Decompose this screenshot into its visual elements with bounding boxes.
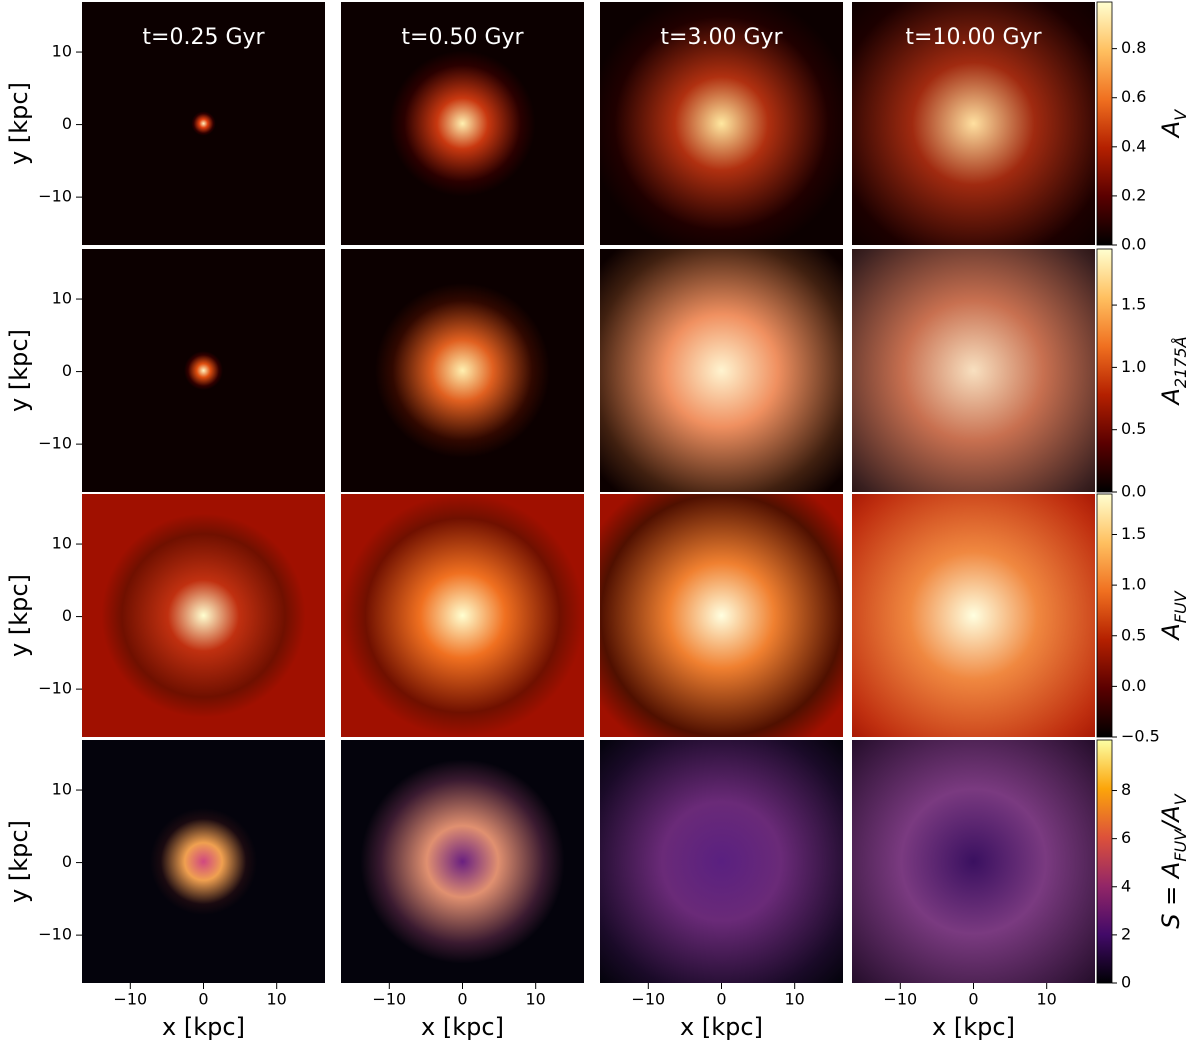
galaxy-image bbox=[852, 249, 1095, 492]
x-tick-label: 0 bbox=[968, 990, 978, 1009]
x-tick-label: 10 bbox=[526, 990, 546, 1009]
galaxy-image bbox=[82, 2, 325, 245]
panel-title: t=0.50 Gyr bbox=[401, 25, 524, 50]
colorbar-tick-label: 0.2 bbox=[1121, 185, 1146, 204]
colorbar-tick-label: 4 bbox=[1121, 876, 1131, 895]
galaxy-image bbox=[341, 2, 584, 245]
y-axis-label: y [kpc] bbox=[5, 574, 33, 657]
x-tick-label: −10 bbox=[883, 990, 917, 1009]
galaxy-image bbox=[82, 494, 325, 737]
x-tick-label: 10 bbox=[785, 990, 805, 1009]
colorbar-tick-label: 1.5 bbox=[1121, 295, 1146, 314]
colorbar-tick-label: 1.0 bbox=[1121, 357, 1146, 376]
colorbar-tick-label: 0.8 bbox=[1121, 38, 1146, 57]
x-axis-label: x [kpc] bbox=[421, 1013, 504, 1041]
colorbar-label: AFUV bbox=[1157, 590, 1190, 641]
colorbar-tick-label: 0.0 bbox=[1121, 482, 1146, 501]
y-tick-label: −10 bbox=[38, 925, 72, 944]
y-tick-label: −10 bbox=[38, 679, 72, 698]
label-text: A bbox=[1157, 623, 1185, 641]
y-axis-label: y [kpc] bbox=[5, 329, 33, 412]
label-subscript: V bbox=[1171, 793, 1190, 805]
galaxy-image bbox=[341, 494, 584, 737]
galaxy-image bbox=[852, 740, 1095, 983]
colorbar-tick-label: 1.0 bbox=[1121, 575, 1146, 594]
galaxy-image bbox=[82, 740, 325, 983]
colorbar bbox=[1096, 739, 1113, 984]
colorbar-tick-label: 6 bbox=[1121, 828, 1131, 847]
y-tick-label: 0 bbox=[62, 114, 72, 133]
label-subscript: 2175Å bbox=[1171, 336, 1190, 388]
x-axis-label: x [kpc] bbox=[932, 1013, 1015, 1041]
x-axis-label: x [kpc] bbox=[162, 1013, 245, 1041]
galaxy-image bbox=[341, 249, 584, 492]
y-axis-label: y [kpc] bbox=[5, 82, 33, 165]
y-tick-label: 10 bbox=[52, 780, 72, 799]
x-tick-label: 10 bbox=[1037, 990, 1057, 1009]
panel-title: t=0.25 Gyr bbox=[142, 25, 265, 50]
x-tick-label: −10 bbox=[113, 990, 147, 1009]
x-tick-label: 0 bbox=[716, 990, 726, 1009]
colorbar bbox=[1096, 1, 1113, 246]
panel-title: t=3.00 Gyr bbox=[660, 25, 783, 50]
galaxy-image bbox=[341, 740, 584, 983]
colorbar-tick-label: −0.5 bbox=[1121, 727, 1160, 746]
colorbar-label: A2175Å bbox=[1157, 336, 1190, 406]
colorbar-tick-label: 0 bbox=[1121, 973, 1131, 992]
y-axis-label: y [kpc] bbox=[5, 820, 33, 903]
y-tick-label: 0 bbox=[62, 606, 72, 625]
y-tick-label: 10 bbox=[52, 534, 72, 553]
colorbar bbox=[1096, 248, 1113, 493]
galaxy-image bbox=[852, 494, 1095, 737]
x-tick-label: 0 bbox=[198, 990, 208, 1009]
label-text: A bbox=[1157, 121, 1185, 139]
y-tick-label: 0 bbox=[62, 852, 72, 871]
colorbar-label: S = AFUV/AV bbox=[1157, 793, 1190, 928]
label-subscript: V bbox=[1171, 109, 1190, 121]
y-tick-label: 0 bbox=[62, 361, 72, 380]
y-tick-label: −10 bbox=[38, 187, 72, 206]
x-tick-label: −10 bbox=[372, 990, 406, 1009]
galaxy-image bbox=[600, 2, 843, 245]
label-subscript: FUV bbox=[1171, 829, 1190, 862]
colorbar-tick-label: 8 bbox=[1121, 780, 1131, 799]
x-tick-label: 10 bbox=[267, 990, 287, 1009]
colorbar-tick-label: 0.5 bbox=[1121, 419, 1146, 438]
x-tick-label: 0 bbox=[457, 990, 467, 1009]
colorbar-tick-label: 0.0 bbox=[1121, 235, 1146, 254]
colorbar-tick-label: 0.5 bbox=[1121, 625, 1146, 644]
galaxy-image bbox=[600, 249, 843, 492]
colorbar-tick-label: 1.5 bbox=[1121, 524, 1146, 543]
galaxy-image bbox=[600, 740, 843, 983]
galaxy-image bbox=[600, 494, 843, 737]
colorbar-tick-label: 2 bbox=[1121, 924, 1131, 943]
label-subscript: FUV bbox=[1171, 590, 1190, 623]
colorbar-tick-label: 0.6 bbox=[1121, 87, 1146, 106]
colorbar-tick-label: 0.0 bbox=[1121, 676, 1146, 695]
y-tick-label: 10 bbox=[52, 42, 72, 61]
panel-title: t=10.00 Gyr bbox=[905, 25, 1042, 50]
y-tick-label: 10 bbox=[52, 289, 72, 308]
galaxy-image bbox=[82, 249, 325, 492]
colorbar bbox=[1096, 493, 1113, 738]
colorbar-tick-label: 0.4 bbox=[1121, 136, 1146, 155]
colorbar-label: AV bbox=[1157, 109, 1190, 139]
label-text: A bbox=[1157, 388, 1185, 406]
label-text: S = A bbox=[1157, 862, 1185, 929]
label-text: /A bbox=[1157, 805, 1185, 832]
x-axis-label: x [kpc] bbox=[680, 1013, 763, 1041]
galaxy-image bbox=[852, 2, 1095, 245]
y-tick-label: −10 bbox=[38, 434, 72, 453]
x-tick-label: −10 bbox=[631, 990, 665, 1009]
